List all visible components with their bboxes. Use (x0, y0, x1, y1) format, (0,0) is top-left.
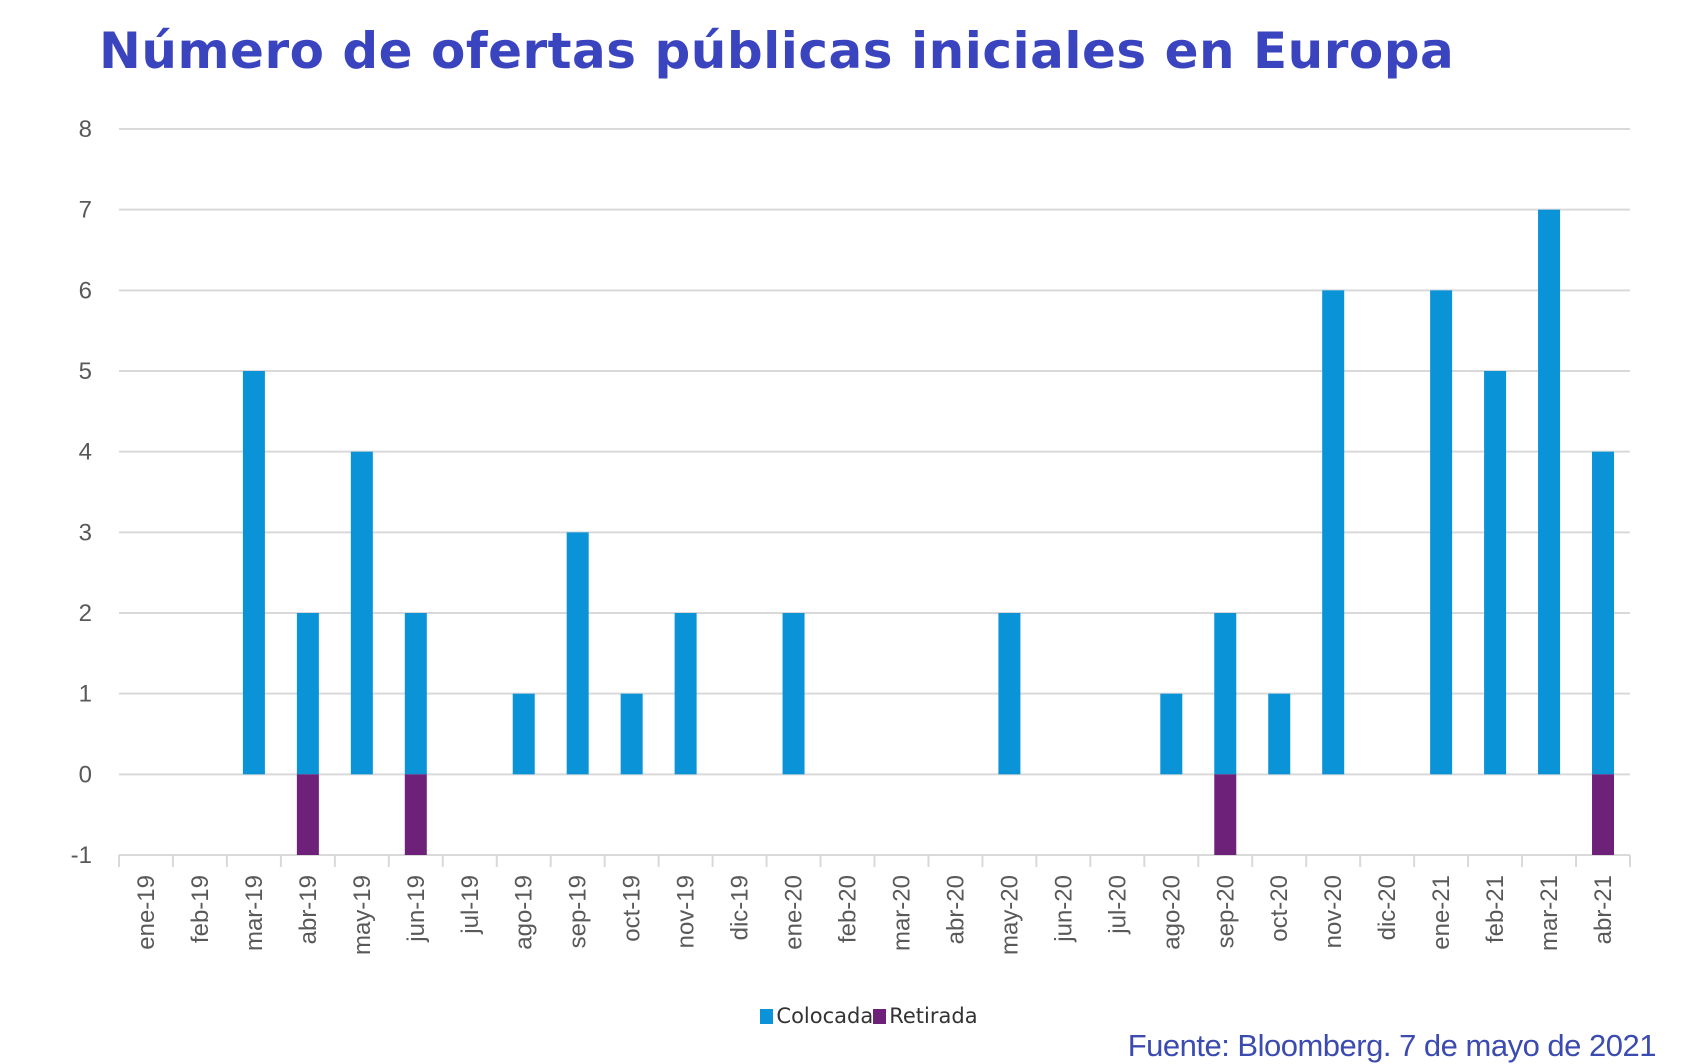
legend-swatch (760, 1008, 774, 1024)
x-tick-label: dic-20 (1374, 875, 1401, 940)
x-tick-label: abr-21 (1590, 875, 1617, 944)
x-tick-label: jun-19 (403, 875, 430, 943)
bar-colocada-may-19 (350, 451, 373, 775)
x-tick-label: sep-20 (1212, 875, 1239, 948)
x-tick-label: mar-19 (241, 875, 268, 951)
legend-label: Colocada (776, 1004, 874, 1028)
x-tick-label: oct-20 (1266, 875, 1293, 942)
x-tick-label: nov-20 (1320, 875, 1347, 948)
bar-colocada-sep-20 (1214, 613, 1237, 775)
bar-colocada-ago-20 (1160, 693, 1183, 775)
bar-colocada-may-20 (998, 613, 1021, 775)
bar-colocada-nov-20 (1322, 290, 1345, 775)
bar-colocada-sep-19 (566, 532, 589, 775)
legend: Colocada Retirada (0, 1004, 1706, 1029)
x-tick-label: abr-19 (295, 875, 322, 944)
bar-colocada-mar-19 (242, 371, 265, 775)
x-tick-label: ene-19 (133, 875, 160, 950)
bar-colocada-feb-21 (1484, 371, 1507, 775)
bar-colocada-ene-21 (1430, 290, 1453, 775)
legend-item-retirada: Retirada (873, 1004, 978, 1028)
y-tick-label: 5 (79, 358, 92, 385)
x-tick-label: mar-20 (888, 875, 915, 951)
bar-colocada-abr-19 (296, 613, 319, 775)
bar-colocada-ago-19 (512, 693, 535, 775)
y-tick-label: 1 (79, 681, 92, 708)
legend-item-colocada: Colocada (760, 1004, 873, 1028)
y-tick-label: 6 (79, 277, 92, 304)
y-tick-label: 3 (79, 519, 92, 546)
x-tick-label: may-19 (349, 875, 376, 955)
x-tick-label: jul-20 (1104, 875, 1131, 935)
x-tick-label: dic-19 (727, 875, 754, 940)
x-tick-label: jul-19 (457, 875, 484, 935)
bar-retirada-jun-19 (404, 774, 427, 855)
bar-colocada-nov-19 (674, 613, 697, 775)
y-tick-label: 0 (79, 761, 92, 788)
x-tick-label: may-20 (996, 875, 1023, 955)
chart-title: Número de ofertas públicas iniciales en … (99, 22, 1455, 80)
bar-chart: -1 0 1 2 3 4 5 6 7 8 ene-19 feb-19 mar-19 abr-19 may-1… (71, 116, 1631, 955)
x-tick-label: ago-20 (1158, 875, 1185, 950)
x-tick-label: ene-20 (781, 875, 808, 950)
y-tick-label: 7 (79, 197, 92, 224)
bar-colocada-oct-19 (620, 693, 643, 775)
bar-retirada-abr-19 (296, 774, 319, 855)
legend-swatch (873, 1008, 887, 1024)
x-tick-label: feb-21 (1482, 875, 1509, 943)
bar-colocada-ene-20 (782, 613, 805, 775)
bar-colocada-oct-20 (1268, 693, 1291, 775)
bar-colocada-jun-19 (404, 613, 427, 775)
legend-label: Retirada (889, 1004, 978, 1028)
bar-colocada-abr-21 (1592, 451, 1615, 775)
y-tick-label: -1 (71, 842, 92, 869)
x-tick-label: nov-19 (673, 875, 700, 948)
source-note: Fuente: Bloomberg. 7 de mayo de 2021 (1127, 1028, 1657, 1063)
x-tick-label: feb-19 (187, 875, 214, 943)
x-tick-label: oct-19 (619, 875, 646, 942)
bar-retirada-abr-21 (1592, 774, 1615, 855)
y-tick-label: 8 (79, 116, 92, 143)
x-tick-label: sep-19 (565, 875, 592, 948)
x-tick-label: abr-20 (942, 875, 969, 944)
x-tick-label: jun-20 (1050, 875, 1077, 943)
x-tick-label: mar-21 (1536, 875, 1563, 951)
bar-colocada-mar-21 (1538, 209, 1561, 775)
x-tick-label: feb-20 (835, 875, 862, 943)
x-tick-label: ene-21 (1428, 875, 1455, 950)
y-tick-label: 2 (79, 600, 92, 627)
y-tick-label: 4 (79, 439, 92, 466)
bar-retirada-sep-20 (1214, 774, 1237, 855)
x-tick-label: ago-19 (511, 875, 538, 950)
